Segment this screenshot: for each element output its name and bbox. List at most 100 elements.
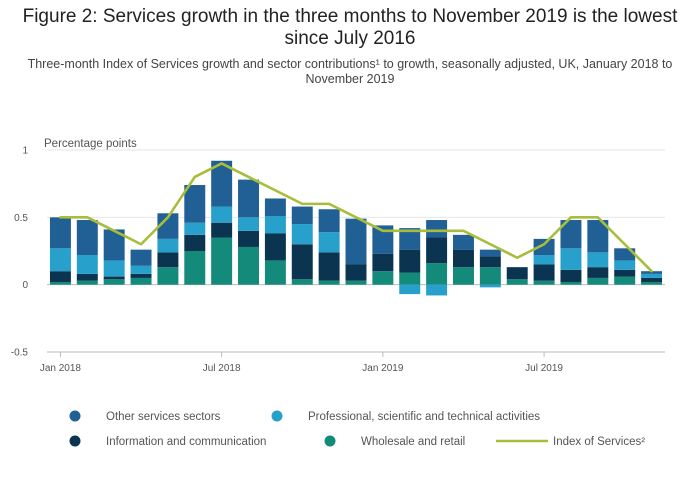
x-tick-label: Jul 2018 (203, 363, 241, 374)
bar-segment (641, 273, 663, 278)
bar-segment (614, 276, 636, 285)
bar-segment (479, 249, 501, 257)
legend-label: Other services sectors (106, 411, 221, 423)
bar-segment (479, 267, 501, 285)
bar-segment (318, 232, 340, 253)
bar-segment (318, 209, 340, 233)
bar-segment (211, 160, 233, 207)
y-tick-label: -0.5 (11, 348, 29, 359)
bar-segment (291, 279, 313, 285)
bar-segment (587, 220, 609, 253)
bar-segment (587, 252, 609, 268)
y-tick-label: 0 (22, 280, 28, 291)
bar-segment (560, 248, 582, 270)
bar-segment (560, 220, 582, 249)
bar-segment (103, 276, 125, 280)
bar-segment (157, 213, 179, 239)
bar-segment (184, 251, 206, 285)
bar-segment (614, 269, 636, 277)
bar-segment (533, 255, 555, 265)
bar-segment (76, 280, 98, 285)
bar-segment (641, 277, 663, 282)
bar-segment (264, 198, 286, 216)
legend-label: Index of Services² (553, 436, 645, 448)
bar-segment (49, 281, 71, 285)
bar-segment (318, 280, 340, 285)
y-tick-label: 0.5 (14, 213, 28, 224)
bar-segment (49, 271, 71, 282)
bar-segment (103, 260, 125, 277)
y-axis-ticks: -0.5 0 0.5 1 (11, 146, 29, 359)
bar-segment (506, 279, 528, 285)
bar-segment (264, 215, 286, 234)
bar-segment (479, 256, 501, 268)
bar-segment (452, 249, 474, 268)
bar-segment (211, 237, 233, 285)
bar-segment (506, 267, 528, 280)
bar-segment (345, 264, 367, 281)
bar-segment (291, 206, 313, 225)
x-axis: Jan 2018 Jul 2018 Jan 2019 Jul 2019 (40, 351, 665, 374)
legend-circle-swatch (271, 410, 283, 422)
bar-segment (399, 284, 421, 295)
bar-segment (130, 277, 152, 285)
bar-segment (426, 237, 448, 264)
bar-segment (479, 284, 501, 288)
bar-segment (130, 265, 152, 274)
bar-segment (238, 179, 260, 218)
bar-segment (318, 252, 340, 281)
legend-label: Professional, scientific and technical a… (308, 411, 540, 423)
bar-segment (49, 217, 71, 249)
index-line-layer (59, 162, 653, 273)
bar-segment (587, 277, 609, 285)
y-tick-label: 1 (22, 146, 28, 157)
bar-segment (103, 229, 125, 261)
bar-segment (452, 234, 474, 250)
bar-segment (238, 230, 260, 247)
bar-segment (49, 248, 71, 272)
bar-segment (560, 269, 582, 282)
bar-segment (238, 246, 260, 285)
bar-segment (157, 252, 179, 268)
bar-segment (399, 228, 421, 250)
bar-segment (76, 273, 98, 281)
bar-segment (184, 222, 206, 235)
bar-segment (533, 264, 555, 281)
bar-segment (184, 185, 206, 223)
bar-segment (533, 238, 555, 256)
bar-segment (452, 267, 474, 285)
bar-segment (211, 222, 233, 238)
bar-segment (426, 284, 448, 296)
bar-segment (264, 260, 286, 285)
bar-segment (238, 217, 260, 231)
legend-label: Information and communication (106, 436, 266, 448)
bar-segment (587, 267, 609, 278)
bar-segment (426, 220, 448, 238)
bar-segment (372, 225, 394, 254)
bar-segment (345, 280, 367, 285)
y-axis-label: Percentage points (44, 138, 137, 150)
bar-segment (76, 220, 98, 256)
bar-segment (560, 281, 582, 285)
bar-segment (76, 255, 98, 274)
legend-circle-swatch (324, 435, 336, 447)
bar-segment (291, 244, 313, 280)
bar-segment (399, 272, 421, 285)
legend: Other services sectors Professional, scie… (69, 410, 645, 448)
bar-segment (157, 267, 179, 285)
bars (49, 160, 663, 296)
bar-segment (103, 279, 125, 285)
bar-segment (426, 263, 448, 285)
bar-segment (614, 260, 636, 270)
bar-segment (184, 234, 206, 251)
bar-segment (533, 280, 555, 285)
bar-segment (345, 218, 367, 265)
legend-circle-swatch (69, 410, 81, 422)
bar-segment (372, 271, 394, 285)
bar-segment (291, 224, 313, 245)
legend-circle-swatch (69, 435, 81, 447)
legend-label: Wholesale and retail (361, 436, 465, 448)
bar-segment (157, 238, 179, 253)
bar-segment (641, 281, 663, 285)
